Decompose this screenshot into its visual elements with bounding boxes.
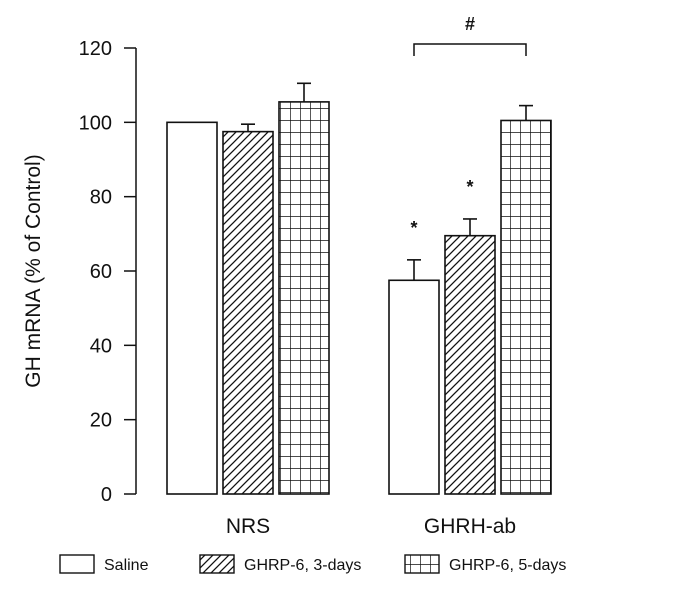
bar-ghrh-ab-saline — [388, 279, 440, 495]
legend-label: Saline — [104, 557, 149, 574]
bar-nrs-ghrp-6-5-days — [278, 101, 330, 495]
y-tick-label: 0 — [101, 484, 112, 506]
bar-nrs-ghrp-6-3-days — [222, 130, 274, 495]
y-tick-label: 40 — [90, 335, 112, 357]
bars — [166, 82, 552, 495]
axes: 0 20 40 60 80 100 120 GH mRNA (% of Control) NRS… — [22, 38, 516, 538]
category-label: NRS — [226, 515, 270, 538]
legend-swatch-ghrp-6-5-days — [404, 554, 440, 574]
annotations: * * # — [410, 14, 527, 238]
y-tick-label: 20 — [90, 410, 112, 432]
y-tick-label: 80 — [90, 187, 112, 209]
legend-swatch-ghrp-6-3-days — [199, 554, 235, 574]
legend-swatch-saline — [59, 554, 95, 574]
y-tick-label: 120 — [79, 38, 112, 60]
y-tick-label: 100 — [79, 112, 112, 134]
legend-label: GHRP-6, 3-days — [244, 557, 361, 574]
category-label: GHRH-ab — [424, 515, 516, 538]
bar-ghrh-ab-ghrp-6-3-days — [444, 234, 496, 495]
y-axis-label: GH mRNA (% of Control) — [22, 154, 45, 387]
asterisk-label: * — [410, 218, 417, 238]
bar-ghrh-ab-ghrp-6-5-days — [500, 119, 552, 495]
y-tick-label: 60 — [90, 261, 112, 283]
significance-label: # — [465, 14, 475, 34]
legend: Saline GHRP-6, 3-days GHRP-6, 5-days — [59, 554, 566, 574]
legend-label: GHRP-6, 5-days — [449, 557, 566, 574]
significance-bracket — [413, 43, 527, 56]
bar-nrs-saline — [166, 121, 218, 495]
asterisk-label: * — [466, 177, 473, 197]
